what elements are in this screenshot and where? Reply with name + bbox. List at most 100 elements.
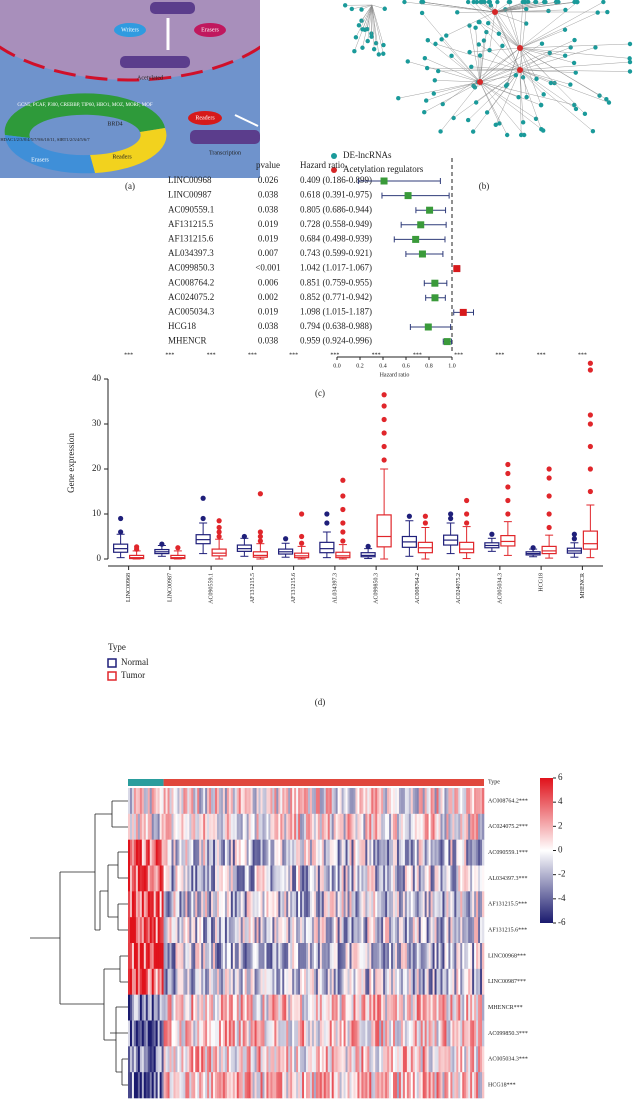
heatmap-texture (228, 788, 232, 815)
heatmap-texture (169, 788, 172, 815)
heatmap-texture (331, 943, 334, 970)
heatmap-texture (276, 1046, 279, 1073)
heatmap-texture (325, 917, 329, 944)
hr-point (418, 250, 426, 258)
heatmap-texture (232, 994, 236, 1021)
heatmap-texture (434, 891, 437, 918)
heatmap-texture (246, 788, 249, 815)
heatmap-texture (333, 788, 336, 815)
heatmap-texture (307, 994, 311, 1021)
heatmap-texture (228, 917, 232, 944)
heatmap-texture (151, 917, 155, 944)
heatmap-texture (327, 839, 331, 866)
heatmap-texture (201, 968, 204, 995)
heatmap-texture (367, 1046, 370, 1073)
heatmap-texture (341, 839, 344, 866)
heatmap-texture (436, 1020, 439, 1047)
heatmap-texture (222, 865, 226, 892)
heatmap-texture (209, 839, 212, 866)
outlier (587, 466, 593, 472)
heatmap-texture (195, 1072, 198, 1099)
heatmap-texture (292, 891, 295, 918)
heatmap-texture (456, 1020, 459, 1047)
heatmap-texture (311, 865, 315, 892)
node (473, 25, 478, 30)
heatmap-texture (466, 839, 469, 866)
heatmap-texture (270, 1020, 273, 1047)
heatmap-texture (311, 1046, 315, 1073)
node (486, 0, 492, 5)
heatmap-texture (416, 839, 420, 866)
heatmap-texture (278, 917, 281, 944)
heatmap-texture (456, 865, 459, 892)
heatmap-texture (147, 968, 151, 995)
heatmap-texture (153, 1072, 156, 1099)
heatmap-texture (327, 968, 331, 995)
node (513, 72, 519, 78)
heatmap-texture (319, 865, 323, 892)
edge (494, 11, 524, 78)
heatmap-texture (232, 1020, 236, 1047)
legend-marker (331, 153, 337, 159)
heatmap-texture (131, 891, 135, 918)
heatmap-texture (347, 788, 350, 815)
row-label: AC099850.3 (168, 263, 215, 273)
heatmap-texture (466, 1072, 469, 1099)
edge (494, 1, 511, 13)
heatmap-texture (337, 788, 340, 815)
heatmap-texture (444, 1046, 447, 1073)
hr-label: 1.042 (1.017-1.067) (300, 263, 372, 273)
heatmap-texture (460, 865, 463, 892)
heatmap-texture (163, 1072, 166, 1099)
edge (519, 69, 577, 110)
heatmap-texture (306, 788, 309, 815)
heatmap-texture (157, 788, 160, 815)
heatmap-texture (215, 1072, 218, 1099)
heatmap-texture (135, 865, 139, 892)
heatmap-texture (232, 1046, 236, 1073)
heatmap-texture (351, 865, 354, 892)
outlier (257, 533, 263, 540)
heatmap-texture (359, 891, 362, 918)
heatmap-texture (396, 968, 400, 995)
heatmap-texture (462, 813, 465, 840)
heatmap-texture (426, 1020, 429, 1047)
heatmap-texture (404, 891, 408, 918)
heatmap-texture (359, 943, 362, 970)
heatmap-texture (357, 994, 360, 1021)
heatmap-texture (211, 968, 214, 995)
edge (479, 81, 575, 106)
heatmap-texture (373, 1072, 376, 1099)
heatmap-texture (205, 968, 208, 995)
heatmap-texture (274, 813, 277, 840)
heatmap-texture (327, 788, 331, 815)
heatmap-texture (191, 994, 194, 1021)
heatmap-texture (278, 788, 281, 815)
label: Acetylated (137, 75, 163, 81)
heatmap-texture (151, 1020, 155, 1047)
heatmap-texture (404, 943, 408, 970)
node (627, 59, 633, 65)
heatmap-texture (203, 1020, 206, 1047)
heatmap-texture (244, 917, 247, 944)
heatmap-texture (363, 1072, 366, 1099)
node (495, 0, 500, 5)
heatmap-texture (302, 1072, 305, 1099)
y-tick-label: 10 (92, 508, 102, 518)
hub (492, 9, 498, 15)
heatmap-texture (349, 1020, 352, 1047)
heatmap-texture (482, 813, 485, 840)
edge (438, 69, 521, 72)
heatmap-texture (482, 788, 485, 815)
heatmap-texture (323, 865, 327, 892)
heatmap-texture (205, 917, 208, 944)
heatmap-texture (131, 839, 135, 866)
heatmap-texture (319, 1072, 323, 1099)
heatmap-texture (343, 943, 346, 970)
heatmap-texture (387, 1020, 390, 1047)
heatmap-texture (304, 1020, 307, 1047)
heatmap-texture (195, 891, 198, 918)
heatmap-texture (359, 813, 362, 840)
node (365, 38, 370, 44)
outlier (546, 466, 552, 472)
